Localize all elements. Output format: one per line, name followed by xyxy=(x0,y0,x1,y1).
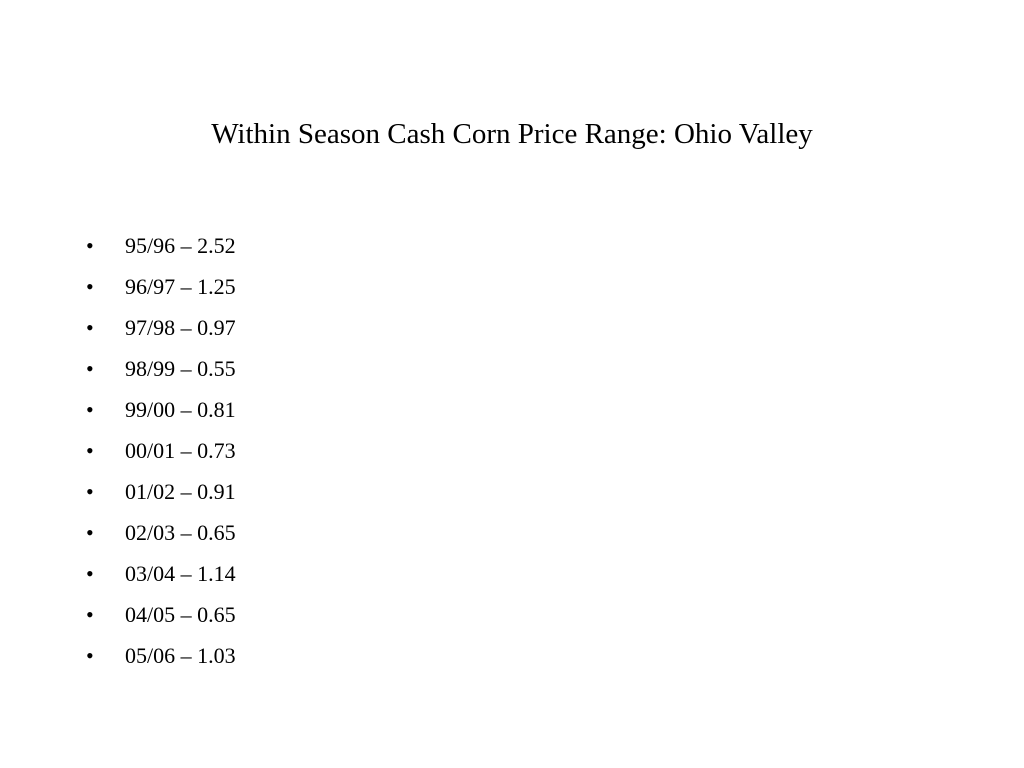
bullet-item: 02/03 – 0.65 xyxy=(0,515,236,556)
bullet-item: 04/05 – 0.65 xyxy=(0,597,236,638)
bullet-item: 95/96 – 2.52 xyxy=(0,228,236,269)
bullet-item: 98/99 – 0.55 xyxy=(0,351,236,392)
bullet-item: 00/01 – 0.73 xyxy=(0,433,236,474)
bullet-item: 01/02 – 0.91 xyxy=(0,474,236,515)
bullet-item: 05/06 – 1.03 xyxy=(0,638,236,679)
bullet-item: 03/04 – 1.14 xyxy=(0,556,236,597)
slide-title: Within Season Cash Corn Price Range: Ohi… xyxy=(211,118,813,150)
bullet-item: 96/97 – 1.25 xyxy=(0,269,236,310)
bullet-list: 95/96 – 2.5296/97 – 1.2597/98 – 0.9798/9… xyxy=(0,228,236,679)
bullet-item: 97/98 – 0.97 xyxy=(0,310,236,351)
bullet-item: 99/00 – 0.81 xyxy=(0,392,236,433)
